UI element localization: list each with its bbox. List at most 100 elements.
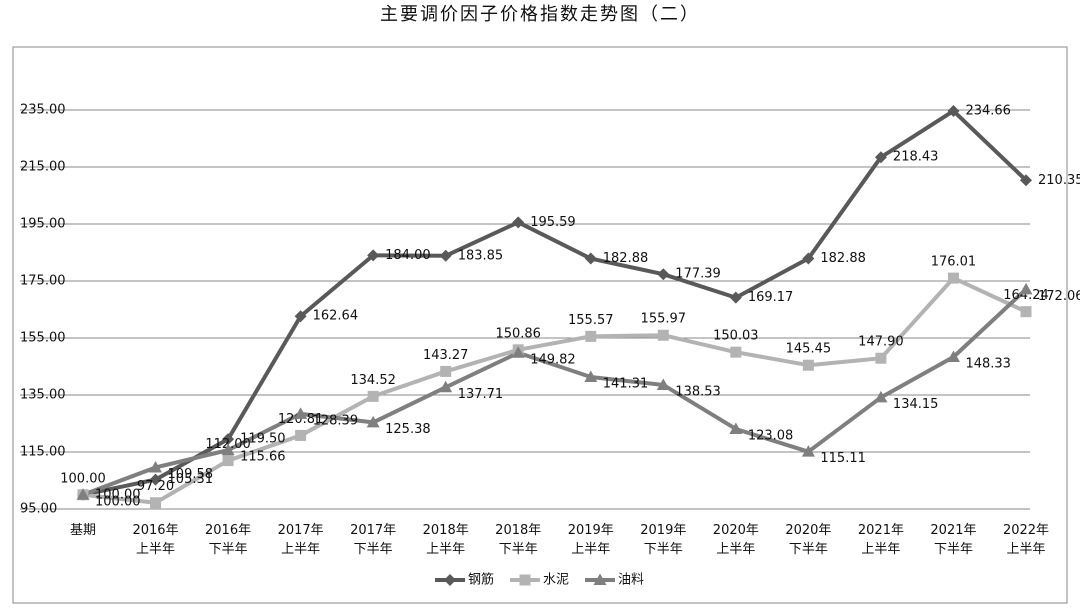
x-tick-label-line: 下半年 bbox=[789, 542, 828, 557]
marker bbox=[222, 433, 235, 446]
x-tick-label: 2017年上半年 bbox=[278, 523, 324, 557]
data-label: 155.57 bbox=[568, 313, 614, 328]
marker bbox=[593, 573, 607, 585]
x-tick-label: 2022年上半年 bbox=[1003, 523, 1049, 557]
x-tick-label: 基期 bbox=[70, 523, 96, 538]
marker bbox=[584, 252, 597, 265]
chart-frame bbox=[12, 46, 1068, 604]
x-tick-label: 2018年上半年 bbox=[423, 523, 469, 557]
marker bbox=[366, 415, 380, 428]
x-tick-label-line: 2018年 bbox=[423, 523, 469, 538]
marker bbox=[294, 407, 308, 419]
legend-item: 油料 bbox=[585, 573, 644, 588]
x-tick-label: 2018年下半年 bbox=[495, 523, 541, 557]
marker bbox=[802, 359, 814, 371]
marker bbox=[367, 249, 380, 262]
y-tick-label: 215.00 bbox=[20, 160, 66, 175]
data-label: 195.59 bbox=[530, 215, 576, 230]
data-label: 109.58 bbox=[168, 467, 214, 482]
data-label: 119.50 bbox=[240, 432, 285, 447]
data-label: 137.71 bbox=[458, 387, 504, 402]
x-tick-label-line: 下半年 bbox=[499, 542, 538, 557]
y-tick-label: 135.00 bbox=[20, 388, 66, 403]
marker bbox=[222, 455, 234, 467]
marker bbox=[656, 378, 670, 390]
data-label: 134.15 bbox=[893, 397, 939, 412]
marker bbox=[221, 443, 235, 456]
x-tick-label-line: 2016年 bbox=[132, 523, 178, 538]
data-label: 182.88 bbox=[603, 251, 649, 266]
x-tick-label-line: 上半年 bbox=[861, 542, 900, 557]
x-tick-label-line: 上半年 bbox=[716, 542, 755, 557]
data-label: 234.66 bbox=[965, 103, 1011, 118]
legend-item: 钢筋 bbox=[435, 572, 494, 588]
y-tick-label: 235.00 bbox=[20, 103, 66, 118]
data-label: 183.85 bbox=[458, 248, 504, 263]
marker bbox=[874, 151, 887, 164]
marker bbox=[946, 350, 960, 363]
data-label: 218.43 bbox=[893, 150, 939, 165]
x-tick-label-line: 2022年 bbox=[1003, 523, 1049, 538]
y-tick-label: 155.00 bbox=[20, 331, 66, 346]
data-label: 210.35 bbox=[1038, 173, 1080, 188]
marker bbox=[439, 380, 453, 393]
marker bbox=[874, 390, 888, 403]
legend-label: 钢筋 bbox=[468, 572, 494, 588]
data-label: 141.31 bbox=[603, 377, 649, 392]
y-tick-label: 195.00 bbox=[20, 217, 66, 232]
data-label: 97.20 bbox=[137, 479, 174, 494]
series-line bbox=[82, 276, 1027, 505]
data-label: 100.00 bbox=[95, 487, 141, 502]
marker bbox=[585, 330, 597, 342]
marker bbox=[295, 429, 307, 441]
data-label: 182.88 bbox=[820, 251, 866, 266]
x-tick-label-line: 2019年 bbox=[568, 523, 614, 538]
x-tick-label: 2016年上半年 bbox=[132, 523, 178, 557]
legend-label: 油料 bbox=[618, 573, 644, 588]
data-label: 125.38 bbox=[385, 422, 431, 437]
x-tick-label-line: 下半年 bbox=[934, 542, 973, 557]
data-label: 164.24 bbox=[1003, 288, 1049, 303]
data-label: 162.64 bbox=[313, 309, 359, 324]
x-tick-label-line: 上半年 bbox=[1006, 542, 1045, 557]
x-tick-label-line: 2016年 bbox=[205, 523, 251, 538]
marker bbox=[729, 422, 743, 434]
legend-label: 水泥 bbox=[543, 573, 569, 588]
marker bbox=[729, 291, 742, 304]
data-label: 115.66 bbox=[240, 450, 285, 465]
marker bbox=[149, 460, 163, 473]
chart-title: 主要调价因子价格指数走势图（二） bbox=[380, 4, 700, 25]
marker bbox=[76, 488, 90, 500]
x-tick-label: 2017年下半年 bbox=[350, 523, 396, 557]
marker bbox=[439, 249, 452, 262]
marker bbox=[149, 473, 162, 486]
series-line bbox=[82, 108, 1028, 497]
y-tick-label: 175.00 bbox=[20, 274, 66, 289]
x-tick-label-line: 下半年 bbox=[209, 542, 248, 557]
marker bbox=[444, 574, 456, 586]
y-tick-label: 95.00 bbox=[20, 502, 57, 517]
x-tick-label-line: 上半年 bbox=[281, 542, 320, 557]
x-tick-label: 2021年上半年 bbox=[858, 523, 904, 557]
data-label: 184.00 bbox=[385, 248, 431, 263]
x-tick-label: 2019年上半年 bbox=[568, 523, 614, 557]
data-label: 105.31 bbox=[168, 472, 214, 487]
data-label: 143.27 bbox=[423, 348, 469, 363]
data-label: 128.39 bbox=[313, 413, 359, 428]
x-tick-label-line: 2021年 bbox=[858, 523, 904, 538]
x-tick-label-line: 下半年 bbox=[644, 542, 683, 557]
x-tick-label-line: 上半年 bbox=[136, 542, 175, 557]
marker bbox=[367, 390, 379, 402]
marker bbox=[294, 310, 307, 323]
marker bbox=[1020, 306, 1032, 318]
marker bbox=[584, 370, 598, 383]
marker bbox=[802, 252, 815, 265]
data-label: 100.00 bbox=[95, 494, 141, 509]
data-label: 145.45 bbox=[786, 342, 832, 357]
x-tick-label-line: 2020年 bbox=[713, 523, 759, 538]
x-tick-label-line: 上半年 bbox=[571, 542, 610, 557]
data-label: 169.17 bbox=[748, 290, 794, 305]
marker bbox=[1020, 174, 1032, 187]
marker bbox=[519, 574, 531, 586]
marker bbox=[801, 445, 815, 457]
